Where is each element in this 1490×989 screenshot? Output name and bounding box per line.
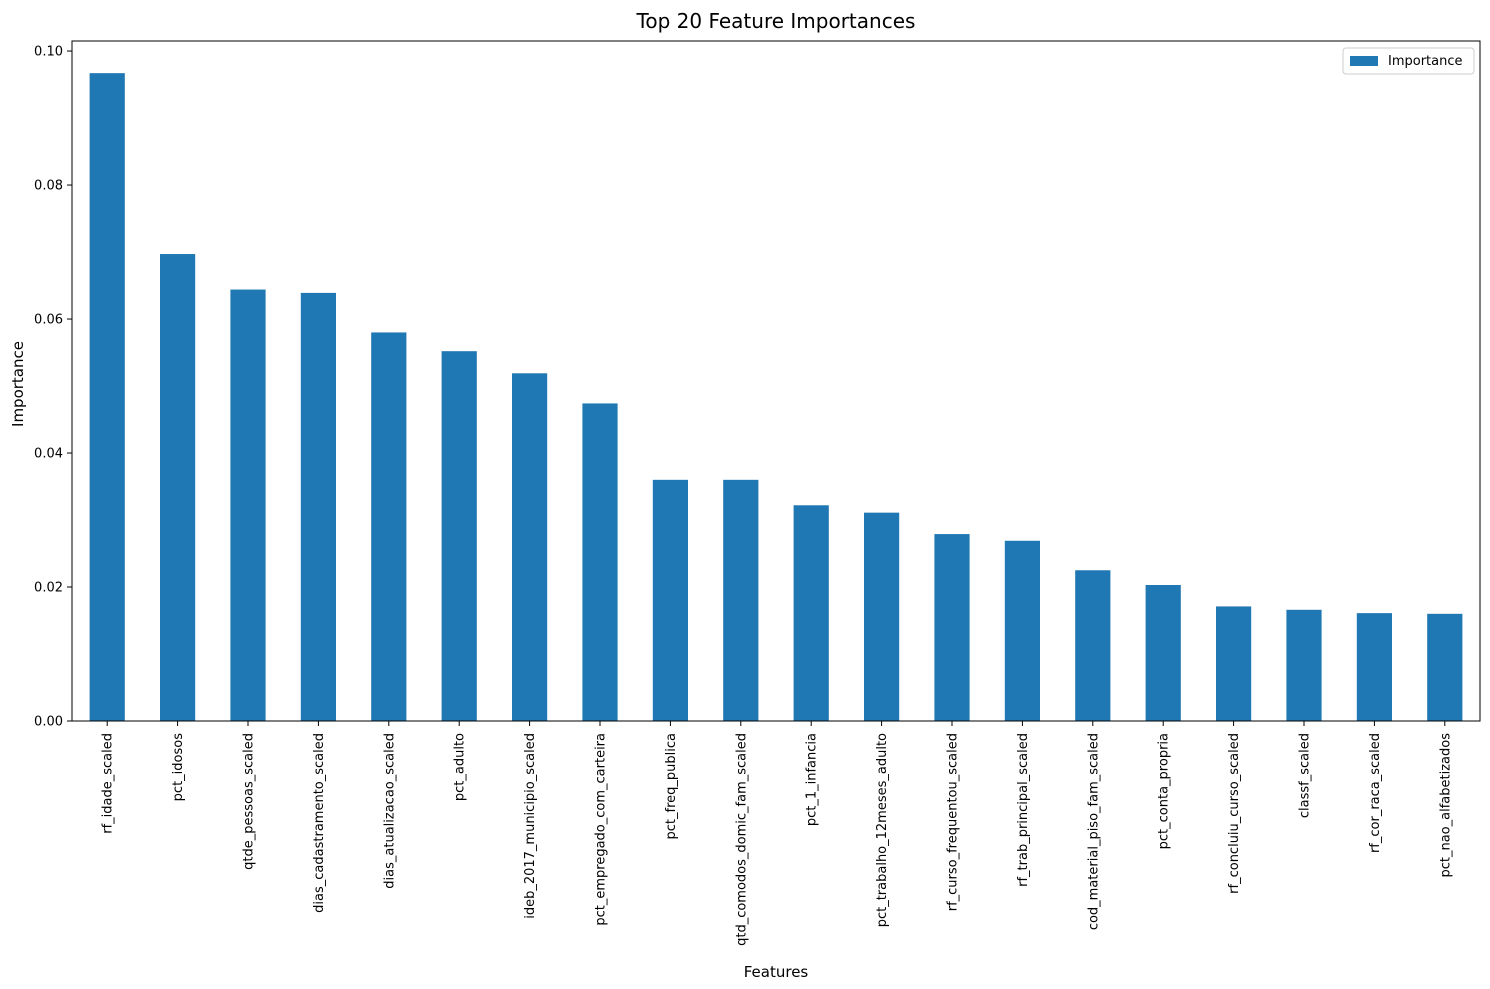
bar-qtde_pessoas_scaled (230, 289, 266, 721)
x-tick-label: rf_trab_principal_scaled (1016, 733, 1031, 887)
bar-pct_adulto (441, 351, 477, 721)
y-tick-label: 0.06 (34, 313, 63, 328)
x-tick-label: dias_atualizacao_scaled (382, 733, 397, 889)
chart-title: Top 20 Feature Importances (636, 9, 916, 33)
bar-classf_scaled (1286, 609, 1322, 721)
x-tick-label: rf_cor_raca_scaled (1368, 733, 1383, 853)
y-tick-label: 0.02 (34, 581, 63, 596)
y-axis-label: Importance (9, 341, 27, 427)
legend-swatch (1350, 56, 1378, 66)
legend: Importance (1342, 47, 1475, 75)
x-tick-label: qtde_pessoas_scaled (242, 733, 257, 870)
x-tick-label: qtd_comodos_domic_fam_scaled (734, 733, 749, 946)
bar-cod_material_piso_fam_scaled (1075, 570, 1111, 721)
bar-rf_cor_raca_scaled (1356, 613, 1392, 721)
y-tick-label: 0.00 (34, 715, 63, 730)
bar-pct_conta_propria (1145, 585, 1181, 721)
y-axis-ticks: 0.00 0.02 0.04 0.06 0.08 0.10 (34, 45, 72, 730)
x-tick-label: dias_cadastramento_scaled (312, 733, 327, 913)
legend-frame (1342, 47, 1475, 75)
x-tick-label: pct_trabalho_12meses_adulto (875, 733, 890, 927)
x-tick-label: pct_nao_alfabetizados (1438, 733, 1453, 878)
x-tick-label: pct_adulto (453, 733, 468, 801)
x-tick-label: classf_scaled (1298, 733, 1313, 818)
x-tick-label: rf_curso_frequentou_scaled (946, 733, 961, 911)
x-tick-label: pct_1_infancia (805, 733, 820, 826)
x-tick-label: cod_material_piso_fam_scaled (1086, 733, 1101, 930)
y-tick-label: 0.04 (34, 447, 63, 462)
bar-pct_idosos (160, 254, 196, 722)
x-tick-label: pct_idosos (171, 733, 186, 802)
bar-rf_idade_scaled (89, 73, 125, 721)
bar-ideb_2017_municipio_scaled (512, 373, 548, 721)
x-tick-label: pct_freq_publica (664, 733, 679, 839)
x-tick-label: pct_empregado_com_carteira (594, 733, 609, 926)
bar-rf_curso_frequentou_scaled (934, 534, 970, 721)
bar-dias_cadastramento_scaled (300, 292, 336, 721)
bar-rf_trab_principal_scaled (1004, 540, 1040, 721)
x-axis-ticks: rf_idade_scaled pct_idosos qtde_pessoas_sc… (101, 721, 1453, 946)
bar-pct_empregado_com_carteira (582, 403, 618, 721)
bar-dias_atualizacao_scaled (371, 332, 407, 721)
legend-label: Importance (1388, 54, 1463, 69)
bar-pct_1_infancia (793, 505, 829, 721)
y-tick-label: 0.10 (34, 45, 63, 60)
x-axis-label: Features (744, 963, 809, 981)
bar-pct_nao_alfabetizados (1427, 613, 1463, 721)
y-tick-label: 0.08 (34, 179, 63, 194)
plot-frame (71, 40, 1481, 722)
x-tick-label: rf_concluiu_curso_scaled (1227, 733, 1242, 894)
bar-rf_concluiu_curso_scaled (1216, 606, 1252, 721)
bars-group (89, 73, 1463, 722)
x-tick-label: ideb_2017_municipio_scaled (523, 733, 538, 919)
bar-pct_freq_publica (652, 479, 688, 721)
x-tick-label: pct_conta_propria (1157, 733, 1172, 849)
bar-pct_trabalho_12meses_adulto (864, 512, 900, 721)
bar-qtd_comodos_domic_fam_scaled (723, 479, 759, 721)
x-tick-label: rf_idade_scaled (101, 733, 116, 834)
